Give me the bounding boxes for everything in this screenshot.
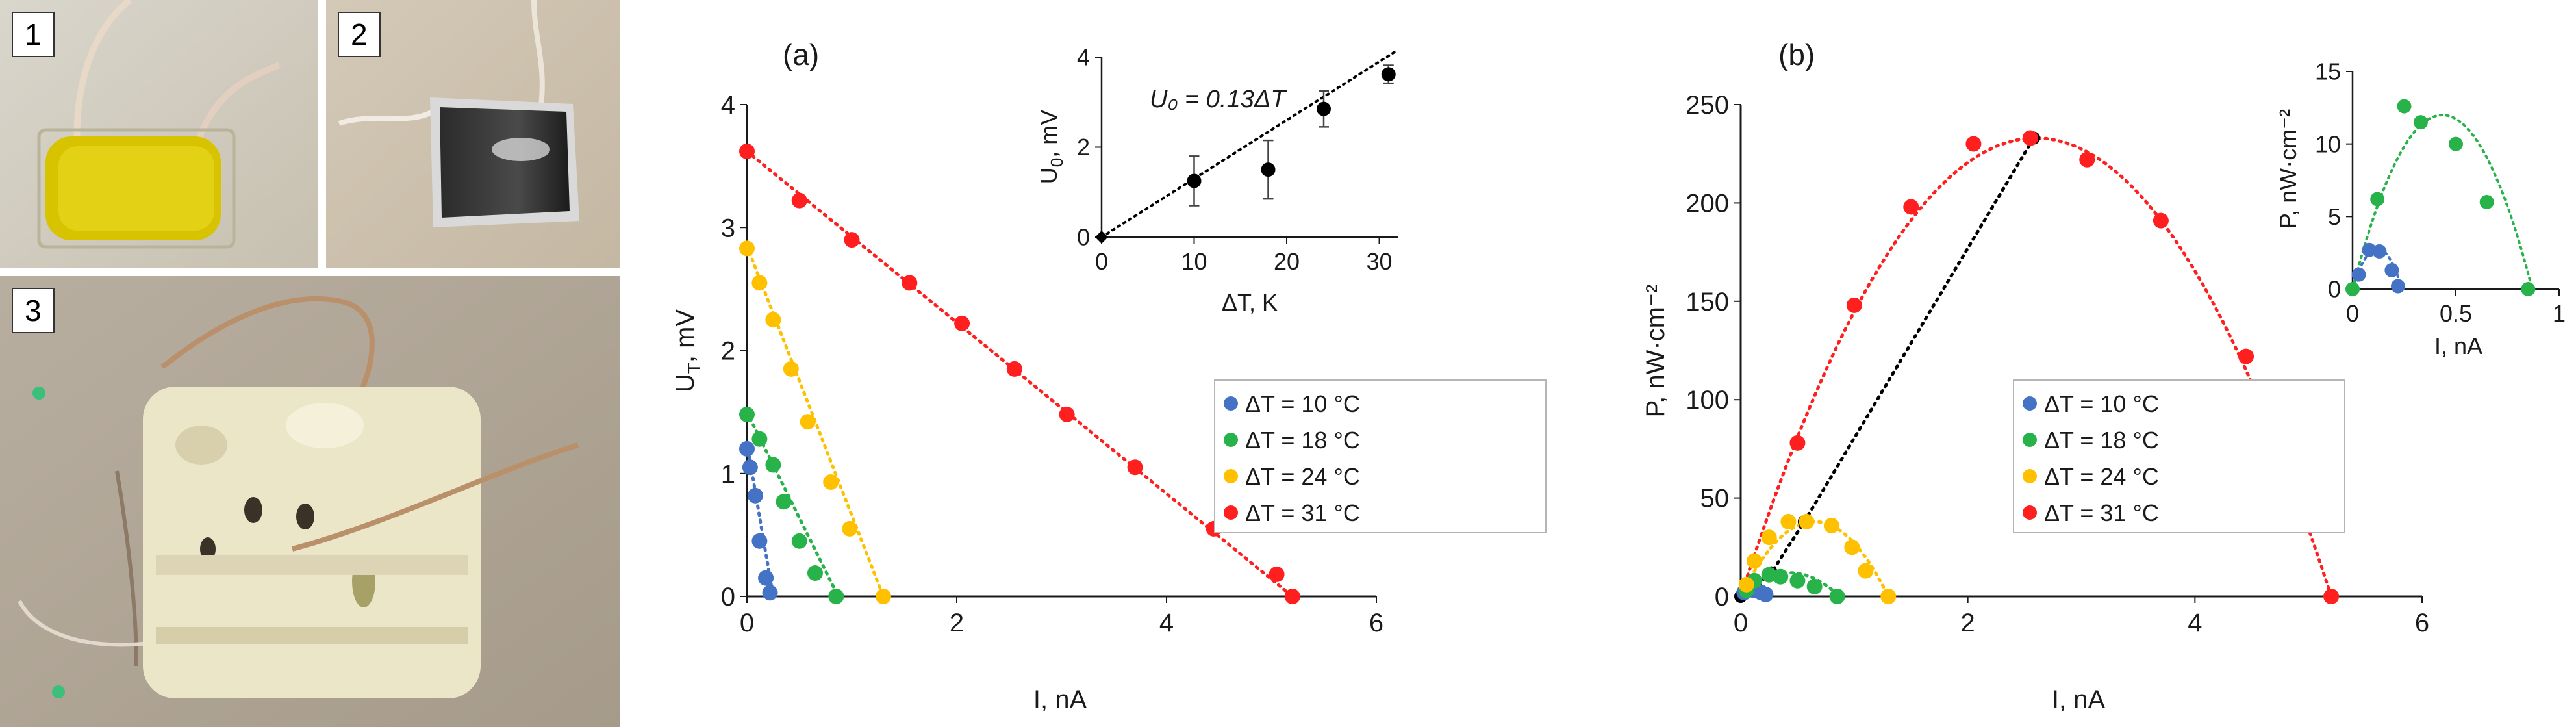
data-point-green	[791, 533, 807, 549]
inset-point	[1317, 101, 1331, 116]
y-tick-label: 3	[721, 214, 735, 242]
y-tick-label: 4	[721, 91, 735, 120]
photo-2: 2	[326, 0, 620, 268]
chart-a-panel-label: (a)	[783, 38, 819, 71]
legend-entry: ΔT = 24 °C	[1245, 463, 1360, 490]
photo-1: 1	[0, 0, 318, 268]
x-tick-label: 30	[1366, 248, 1392, 275]
photo-2-image	[326, 0, 620, 268]
x-tick-label: 2	[950, 609, 964, 637]
legend-entry: ΔT = 18 °C	[1245, 427, 1360, 453]
chart-a-inset-ylabel-main: U	[1035, 167, 1062, 184]
data-point-blue	[758, 570, 774, 586]
legend-marker-yellow	[1224, 469, 1238, 483]
chart-a-inset-ylabel-sub: 0	[1047, 158, 1067, 167]
photo-label: 3	[12, 288, 55, 333]
data-point-red	[844, 232, 860, 248]
data-point-yellow	[739, 240, 755, 257]
chart-a-inset: 0 10 20 30 024 ΔT, K U0, mV U₀ = 0.13ΔT	[1035, 44, 1399, 316]
chart-a-ylabel-rest: , mV	[671, 309, 700, 363]
inset-point-diamond	[1095, 231, 1108, 244]
data-point-blue	[747, 487, 763, 504]
data-point-blue	[739, 440, 755, 457]
y-tick-label: 2	[1077, 134, 1090, 160]
data-point-red	[1284, 589, 1300, 604]
y-tick-label: 4	[1077, 44, 1090, 71]
data-point-blue	[742, 459, 758, 476]
photo-3: 3	[0, 276, 620, 727]
x-tick-label: 20	[1274, 248, 1300, 275]
data-point-yellow	[823, 474, 839, 490]
data-point-green	[828, 589, 844, 604]
data-point-red	[954, 315, 970, 331]
chart-a-legend: ΔT = 10 °C ΔT = 18 °C ΔT = 24 °C ΔT = 31…	[1214, 379, 1547, 533]
chart-a-xlabel: I, nA	[1033, 685, 1087, 714]
data-point-yellow	[751, 275, 768, 291]
data-point-yellow	[875, 589, 891, 604]
y-tick-label: 0	[721, 583, 735, 611]
data-point-red	[1269, 566, 1285, 582]
chart-a-ylabel: UT, mV	[671, 309, 704, 393]
legend-entry: ΔT = 31 °C	[1245, 500, 1360, 526]
data-point-green	[751, 431, 768, 447]
data-point-yellow	[842, 520, 858, 537]
y-tick-label: 1	[721, 460, 735, 489]
data-point-red	[902, 275, 918, 291]
photo-label: 2	[338, 12, 381, 57]
chart-a-inset-xlabel: ΔT, K	[1222, 289, 1278, 316]
data-point-red	[1127, 459, 1143, 476]
data-point-green	[776, 494, 792, 510]
chart-a-ylabel-sub: T	[684, 363, 704, 374]
photo-3-image	[0, 276, 620, 727]
data-point-blue	[762, 585, 778, 601]
data-point-red	[739, 143, 755, 159]
data-point-green	[807, 565, 823, 581]
data-point-green	[739, 406, 755, 422]
data-point-yellow	[783, 361, 799, 377]
legend-marker-red	[1224, 505, 1238, 520]
chart-a-ylabel-main: U	[671, 374, 700, 392]
x-tick-label: 0	[740, 609, 754, 637]
x-tick-label: 10	[1181, 248, 1207, 275]
data-point-red	[1006, 361, 1022, 377]
inset-point	[1261, 162, 1276, 177]
data-point-blue	[751, 533, 768, 549]
data-point-yellow	[765, 312, 781, 328]
x-tick-label: 4	[1159, 609, 1174, 637]
photo-1-image	[0, 0, 318, 268]
x-tick-label: 0	[1095, 248, 1108, 275]
inset-point	[1187, 173, 1202, 188]
legend-entry: ΔT = 10 °C	[1245, 390, 1360, 417]
photo-label: 1	[12, 12, 55, 57]
inset-fit-line	[1100, 48, 1399, 238]
y-tick-label: 0	[1077, 224, 1090, 251]
inset-point	[1381, 67, 1396, 82]
chart-a-inset-ylabel-rest: , mV	[1035, 110, 1062, 158]
chart-a-inset-ylabel: U0, mV	[1035, 110, 1067, 184]
chart-a-inset-equation: U₀ = 0.13ΔT	[1150, 86, 1287, 113]
data-point-green	[765, 457, 781, 473]
data-point-red	[1059, 406, 1075, 422]
x-tick-label: 6	[1369, 609, 1383, 637]
legend-marker-blue	[1224, 396, 1238, 411]
y-tick-label: 2	[721, 337, 735, 366]
data-point-red	[791, 192, 807, 209]
legend-marker-green	[1224, 433, 1238, 447]
data-point-yellow	[800, 414, 816, 430]
